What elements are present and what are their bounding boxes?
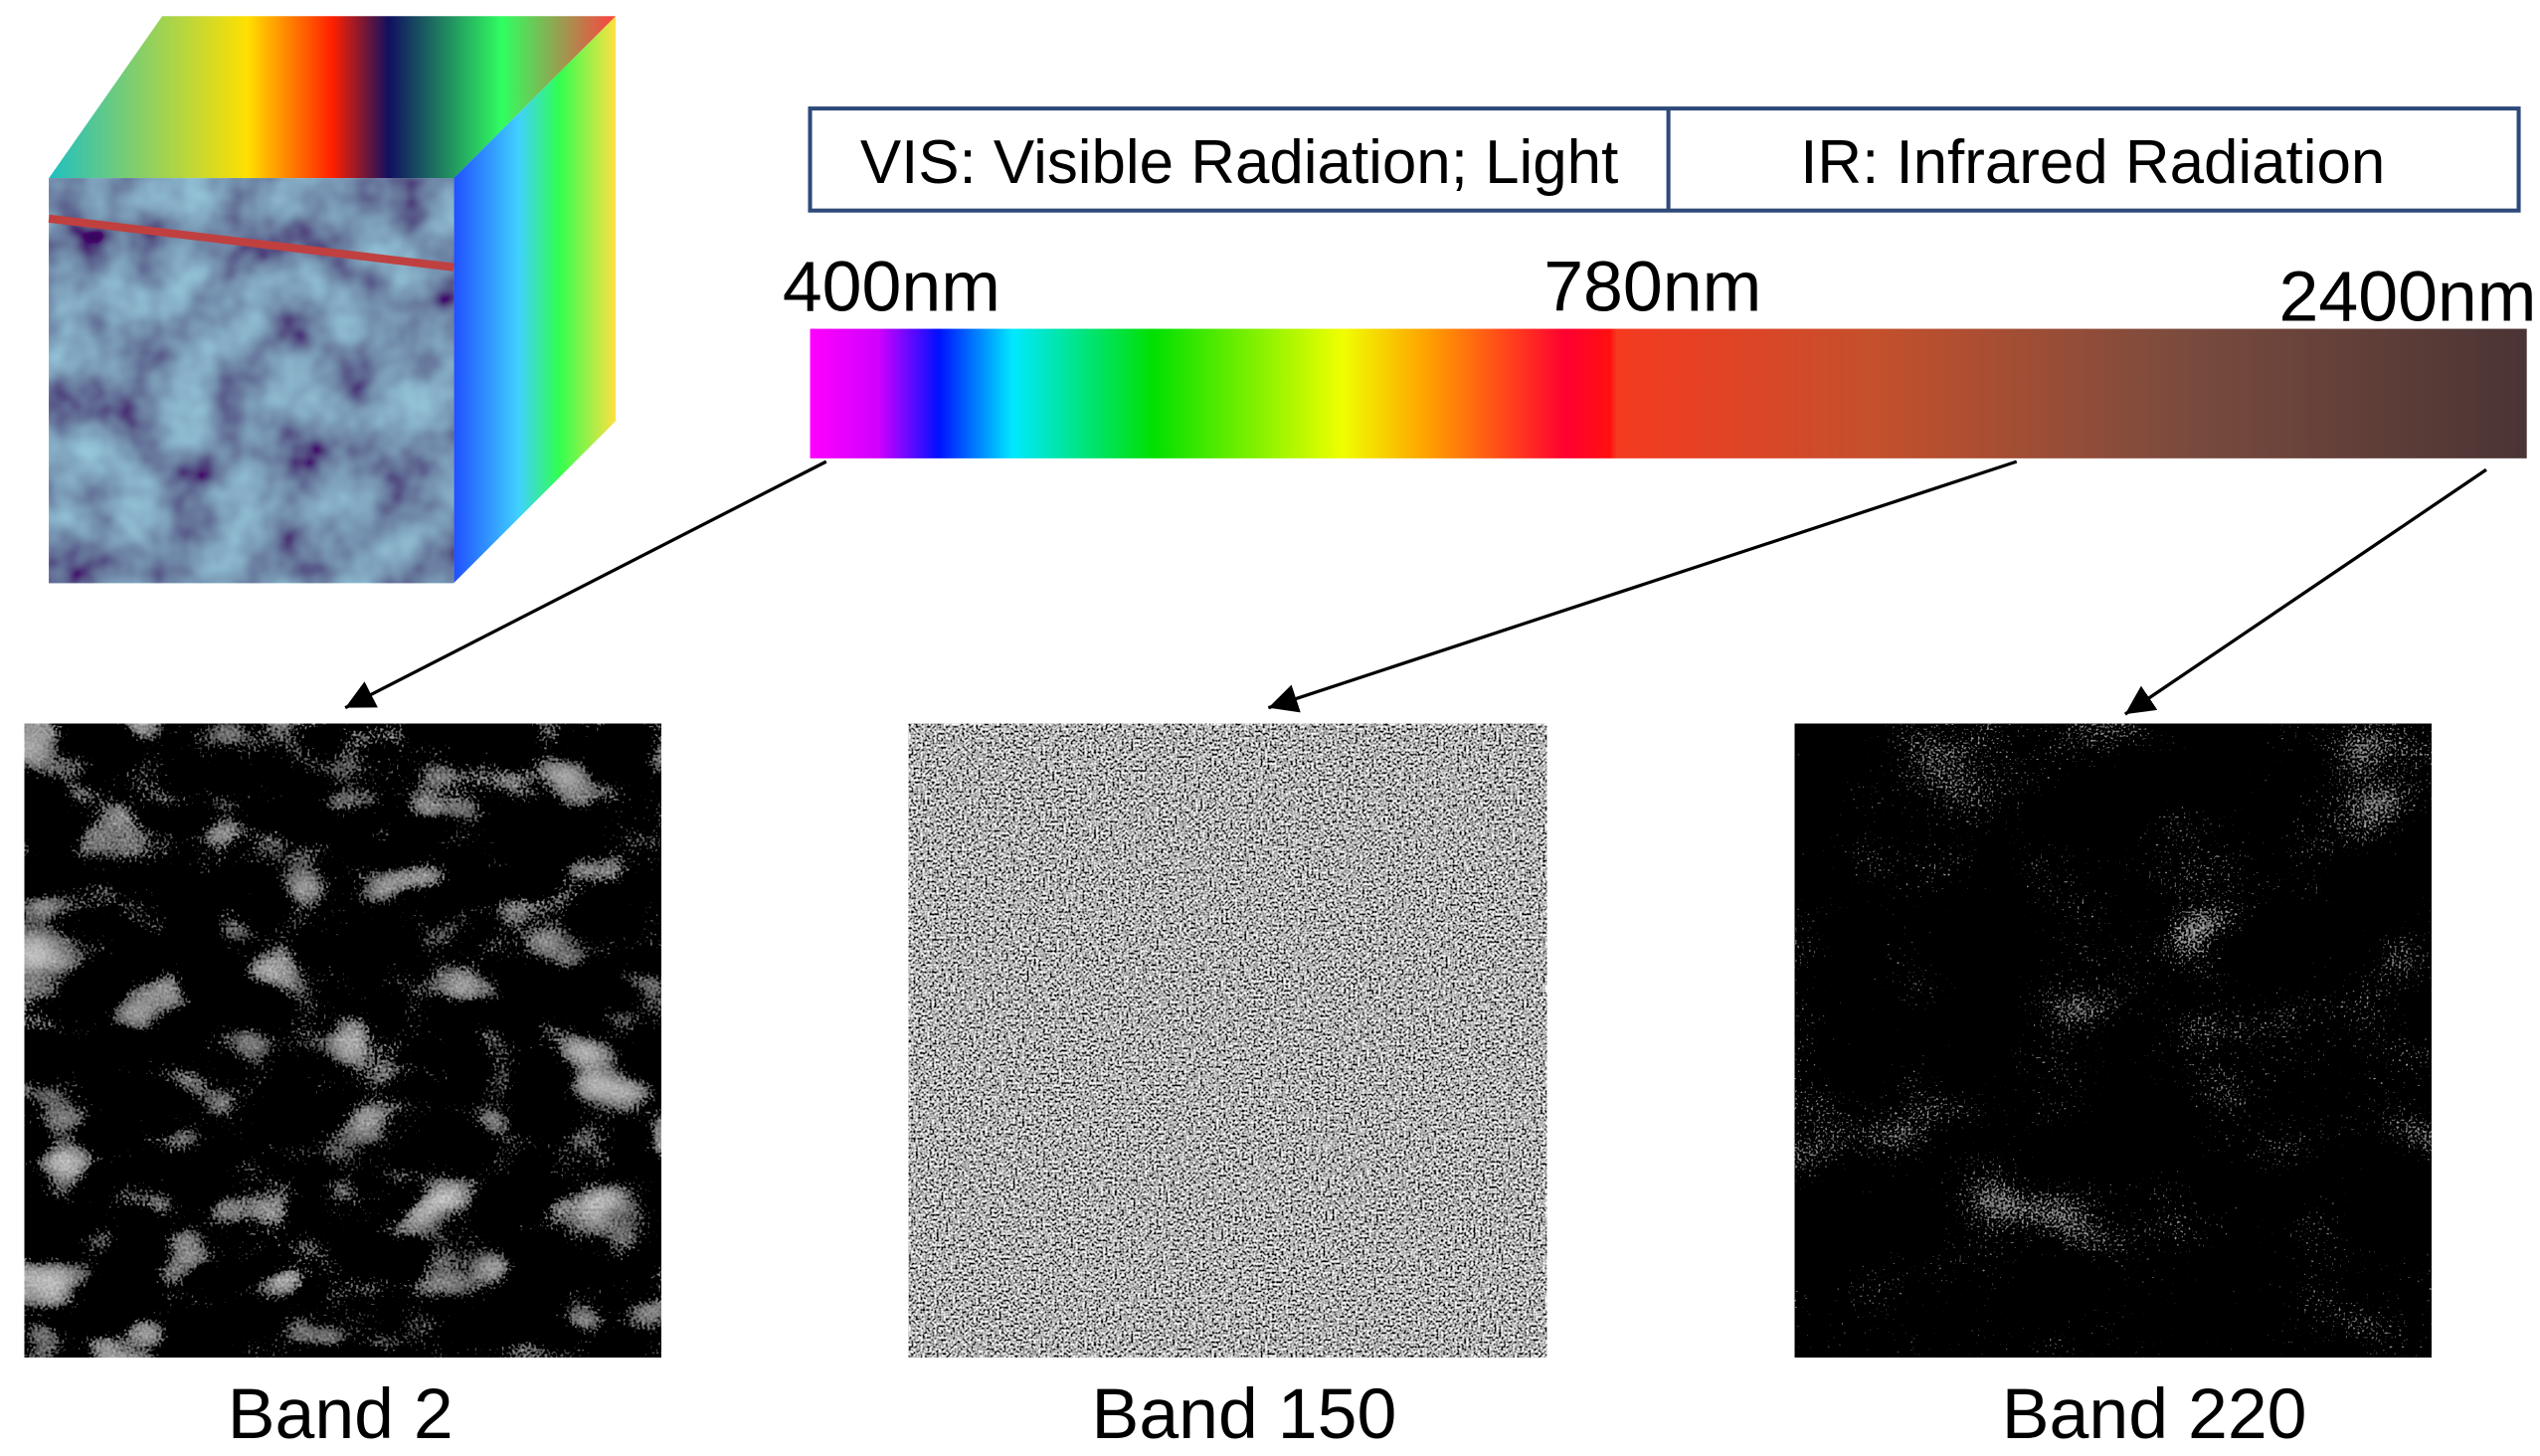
region-label: IR: Infrared Radiation: [1800, 128, 2385, 197]
spectrum-bar: [811, 329, 2527, 458]
data-cube: [49, 16, 616, 583]
region-label: VIS: Visible Radiation; Light: [860, 128, 1618, 197]
arrow: [1268, 461, 2016, 708]
wavelength-label: 2400nm: [2279, 257, 2537, 336]
band-label: Band 220: [2002, 1374, 2307, 1454]
arrow: [2125, 469, 2486, 714]
band-label: Band 150: [1092, 1374, 1397, 1454]
band-image: [25, 724, 661, 1358]
page: VIS: Visible Radiation; Light IR: Infrar…: [0, 0, 2540, 1456]
band-label: Band 2: [228, 1374, 454, 1454]
band-image: [1795, 724, 2432, 1358]
wavelength-label: 400nm: [783, 248, 1000, 327]
diagram: VIS: Visible Radiation; Light IR: Infrar…: [0, 0, 2540, 1456]
band-image: [909, 724, 1547, 1358]
wavelength-label: 780nm: [1543, 248, 1761, 327]
